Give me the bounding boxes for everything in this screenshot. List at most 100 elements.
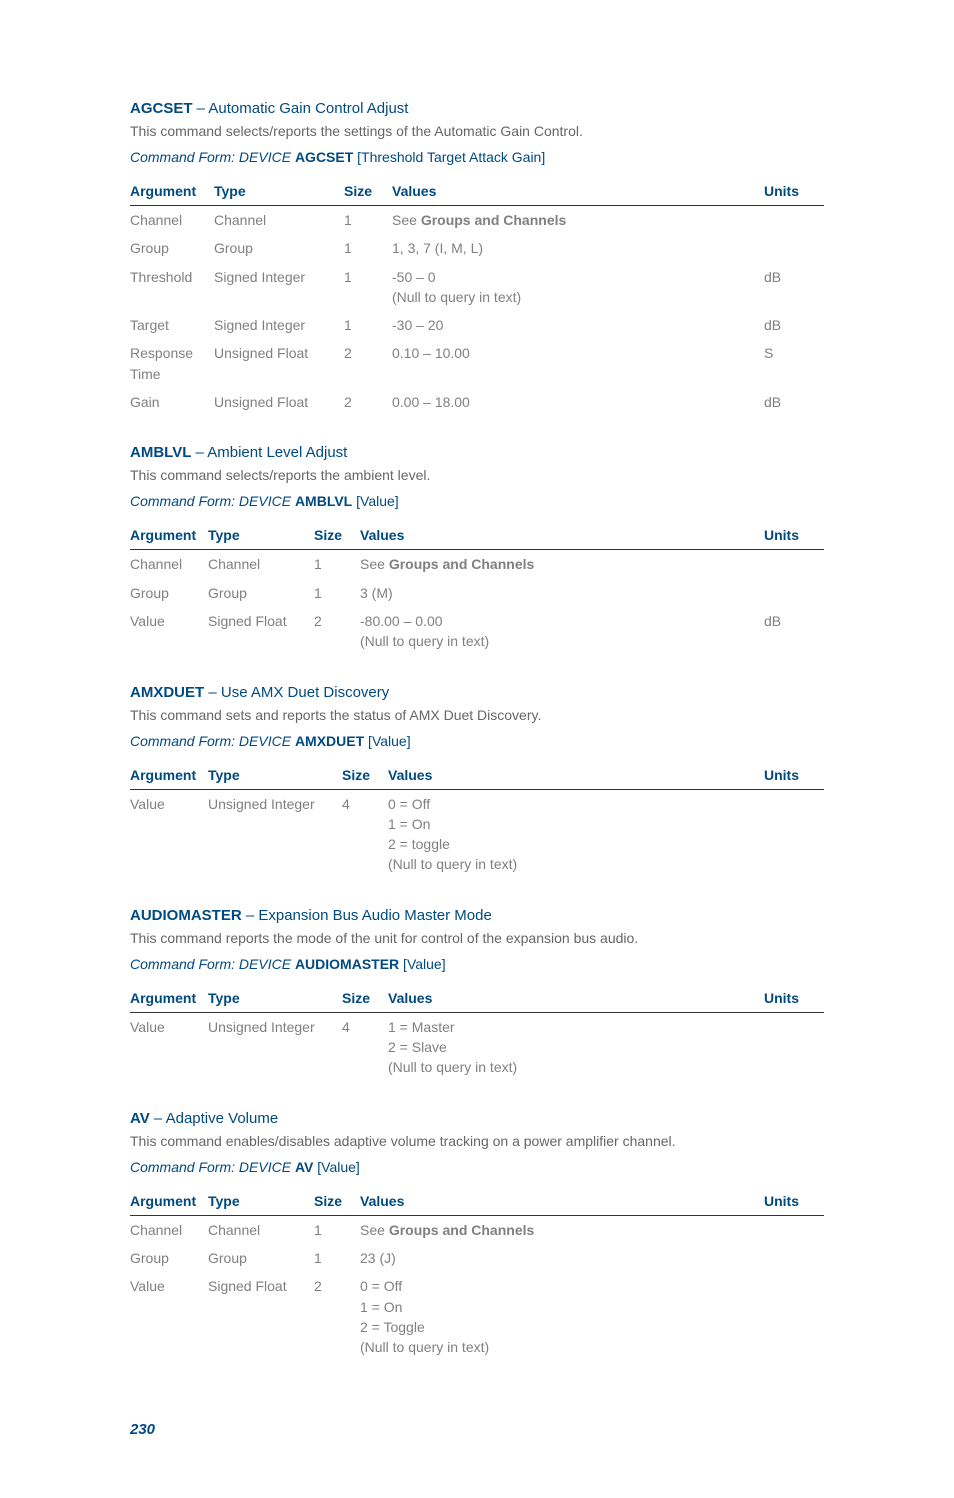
section-description: This command sets and reports the status… [130,707,824,723]
cell-type: Channel [208,1215,314,1244]
command-form-name: AMBLVL [295,493,352,509]
cell-type: Unsigned Integer [208,1012,342,1081]
command-title-desc: Ambient Level Adjust [207,444,347,461]
column-header-type: Type [208,1189,314,1216]
column-header-argument: Argument [130,763,208,790]
cell-size: 1 [314,1215,360,1244]
table-row: GainUnsigned Float20.00 – 18.00dB [130,388,824,416]
column-header-argument: Argument [130,986,208,1013]
argument-table: ArgumentTypeSizeValuesUnitsChannelChanne… [130,179,824,416]
table-row: TargetSigned Integer1-30 – 20dB [130,311,824,339]
section-title: AMXDUET – Use AMX Duet Discovery [130,684,824,701]
cell-type: Channel [214,206,344,235]
command-title-desc: Automatic Gain Control Adjust [208,100,408,117]
cell-values: 3 (M) [360,579,764,607]
title-separator: – [150,1110,166,1127]
command-form-prefix: Command Form: DEVICE [130,1159,295,1175]
cell-units [764,206,824,235]
cell-values: -30 – 20 [392,311,764,339]
cell-units: dB [764,388,824,416]
cell-values: 1, 3, 7 (I, M, L) [392,234,764,262]
table-row: Response TimeUnsigned Float20.10 – 10.00… [130,339,824,388]
cell-units [764,234,824,262]
page-number: 230 [130,1421,824,1438]
command-title-desc: Use AMX Duet Discovery [221,684,389,701]
cell-size: 1 [344,263,392,312]
cell-argument: Value [130,789,208,879]
column-header-values: Values [360,1189,764,1216]
command-section: AGCSET – Automatic Gain Control Adjust Th… [130,100,824,416]
command-title-desc: Adaptive Volume [166,1110,279,1127]
cell-type: Channel [208,550,314,579]
cell-argument: Group [130,234,214,262]
column-header-argument: Argument [130,179,214,206]
section-description: This command reports the mode of the uni… [130,930,824,946]
cell-values: 23 (J) [360,1244,764,1272]
command-form-args: [Value] [364,733,410,749]
command-form-name: AMXDUET [295,733,364,749]
cell-values: 0.00 – 18.00 [392,388,764,416]
cell-units: S [764,339,824,388]
table-row: ChannelChannel1See Groups and Channels [130,1215,824,1244]
column-header-units: Units [764,1189,824,1216]
table-row: ChannelChannel1See Groups and Channels [130,206,824,235]
command-section: AV – Adaptive Volume This command enables… [130,1110,824,1362]
column-header-units: Units [764,523,824,550]
argument-table: ArgumentTypeSizeValuesUnitsValueUnsigned… [130,763,824,879]
section-description: This command enables/disables adaptive v… [130,1133,824,1149]
command-form-name: AV [295,1159,313,1175]
cell-argument: Value [130,1272,208,1361]
cell-values: 1 = Master2 = Slave(Null to query in tex… [388,1012,764,1081]
argument-table: ArgumentTypeSizeValuesUnitsChannelChanne… [130,523,824,655]
cell-argument: Group [130,1244,208,1272]
cell-units [764,579,824,607]
command-form: Command Form: DEVICE AMXDUET [Value] [130,733,824,749]
cell-size: 4 [342,1012,388,1081]
cell-argument: Channel [130,550,208,579]
cell-type: Signed Float [208,607,314,656]
column-header-type: Type [208,523,314,550]
cell-units [764,1244,824,1272]
command-form-name: AUDIOMASTER [295,956,399,972]
cell-argument: Value [130,607,208,656]
cell-size: 1 [314,550,360,579]
cell-values: 0.10 – 10.00 [392,339,764,388]
table-row: GroupGroup123 (J) [130,1244,824,1272]
title-separator: – [193,100,209,117]
argument-table: ArgumentTypeSizeValuesUnitsChannelChanne… [130,1189,824,1362]
cell-size: 2 [344,339,392,388]
title-separator: – [191,444,207,461]
table-row: ChannelChannel1See Groups and Channels [130,550,824,579]
cell-argument: Gain [130,388,214,416]
cell-argument: Value [130,1012,208,1081]
column-header-size: Size [314,523,360,550]
cell-argument: Channel [130,1215,208,1244]
cell-size: 1 [344,234,392,262]
cell-size: 2 [314,607,360,656]
cell-argument: Channel [130,206,214,235]
column-header-type: Type [208,763,342,790]
column-header-type: Type [208,986,342,1013]
cell-units: dB [764,607,824,656]
table-row: GroupGroup13 (M) [130,579,824,607]
column-header-values: Values [388,986,764,1013]
cell-type: Group [208,1244,314,1272]
table-row: ValueSigned Float2-80.00 – 0.00(Null to … [130,607,824,656]
section-title: AUDIOMASTER – Expansion Bus Audio Master… [130,907,824,924]
command-form: Command Form: DEVICE AGCSET [Threshold T… [130,149,824,165]
cell-type: Signed Float [208,1272,314,1361]
cell-argument: Response Time [130,339,214,388]
command-form-args: [Value] [352,493,398,509]
argument-table: ArgumentTypeSizeValuesUnitsValueUnsigned… [130,986,824,1082]
command-form-name: AGCSET [295,149,353,165]
section-title: AMBLVL – Ambient Level Adjust [130,444,824,461]
cell-argument: Threshold [130,263,214,312]
table-row: ThresholdSigned Integer1-50 – 0(Null to … [130,263,824,312]
column-header-type: Type [214,179,344,206]
table-row: ValueUnsigned Integer41 = Master2 = Slav… [130,1012,824,1081]
command-form-args: [Threshold Target Attack Gain] [353,149,545,165]
cell-size: 4 [342,789,388,879]
command-form-prefix: Command Form: DEVICE [130,733,295,749]
command-name: AMXDUET [130,684,204,701]
command-title-desc: Expansion Bus Audio Master Mode [258,907,491,924]
